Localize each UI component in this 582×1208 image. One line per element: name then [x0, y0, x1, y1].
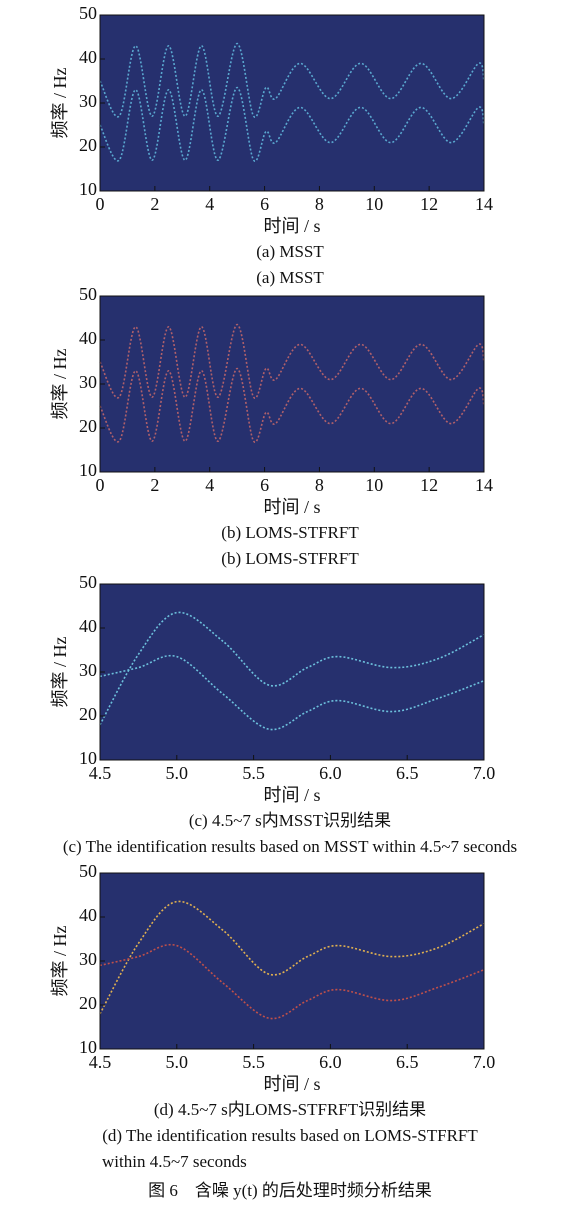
caption: (b) LOMS-STFRFT [221, 549, 359, 568]
x-tick-label: 5.5 [242, 763, 265, 783]
y-tick-label: 50 [79, 861, 97, 881]
caption: (a) MSST [256, 242, 324, 261]
x-tick-label: 2 [150, 194, 159, 214]
x-tick-label: 6 [260, 194, 269, 214]
x-tick-label: 5.0 [166, 1052, 189, 1072]
x-tick-label: 8 [315, 194, 324, 214]
x-tick-label: 6 [260, 475, 269, 495]
y-axis-label: 频率 / Hz [50, 68, 70, 139]
x-tick-label: 14 [475, 194, 493, 214]
x-tick-label: 8 [315, 475, 324, 495]
y-tick-label: 10 [79, 179, 97, 199]
plot-area [100, 296, 484, 472]
x-tick-label: 10 [365, 475, 383, 495]
y-axis-label: 频率 / Hz [50, 637, 70, 708]
y-tick-label: 30 [79, 660, 97, 680]
x-tick-label: 6.5 [396, 1052, 419, 1072]
x-tick-label: 10 [365, 194, 383, 214]
x-tick-label: 6.0 [319, 1052, 342, 1072]
ridge-line [99, 42, 485, 118]
y-tick-label: 30 [79, 949, 97, 969]
x-tick-label: 5.5 [242, 1052, 265, 1072]
x-tick-label: 7.0 [473, 763, 496, 783]
ridge-line [99, 900, 485, 1015]
plot-area [100, 584, 484, 760]
x-tick-label: 12 [420, 194, 438, 214]
x-tick-label: 14 [475, 475, 493, 495]
x-axis-label: 时间 / s [263, 1074, 320, 1094]
x-axis-label: 时间 / s [263, 497, 320, 517]
x-tick-label: 5.0 [166, 763, 189, 783]
ridge-line [99, 367, 485, 443]
y-tick-label: 50 [79, 284, 97, 304]
caption: (a) MSST [256, 268, 324, 287]
y-tick-label: 40 [79, 47, 97, 67]
y-tick-label: 30 [79, 372, 97, 392]
y-tick-label: 50 [79, 3, 97, 23]
y-tick-label: 20 [79, 993, 97, 1013]
x-tick-label: 4.5 [89, 763, 112, 783]
ridge-line [99, 323, 485, 399]
caption: (c) The identification results based on … [63, 837, 517, 856]
x-tick-label: 12 [420, 475, 438, 495]
y-axis-label: 频率 / Hz [50, 926, 70, 997]
ridge-line [99, 611, 485, 726]
x-tick-label: 4 [205, 194, 214, 214]
y-tick-label: 10 [79, 748, 97, 768]
y-tick-label: 20 [79, 416, 97, 436]
y-tick-label: 40 [79, 905, 97, 925]
ridge-line [99, 943, 485, 1020]
caption: (c) 4.5~7 s内MSST识别结果 [189, 811, 391, 830]
x-tick-label: 6.5 [396, 763, 419, 783]
caption: (d) The identification results based on … [102, 1126, 478, 1145]
caption: (d) 4.5~7 s内LOMS-STFRFT识别结果 [154, 1100, 426, 1119]
ridge-line [99, 86, 485, 162]
y-tick-label: 30 [79, 91, 97, 111]
y-tick-label: 20 [79, 135, 97, 155]
x-tick-label: 2 [150, 475, 159, 495]
x-axis-label: 时间 / s [263, 216, 320, 236]
ridge-line [99, 654, 485, 731]
x-tick-label: 7.0 [473, 1052, 496, 1072]
x-tick-label: 0 [96, 475, 105, 495]
caption: (b) LOMS-STFRFT [221, 523, 359, 542]
y-axis-label: 频率 / Hz [50, 349, 70, 420]
x-tick-label: 0 [96, 194, 105, 214]
x-tick-label: 4 [205, 475, 214, 495]
y-tick-label: 40 [79, 328, 97, 348]
y-tick-label: 40 [79, 616, 97, 636]
x-tick-label: 4.5 [89, 1052, 112, 1072]
y-tick-label: 10 [79, 1037, 97, 1057]
caption: within 4.5~7 seconds [102, 1152, 247, 1171]
y-tick-label: 50 [79, 572, 97, 592]
plot-area [100, 873, 484, 1049]
x-axis-label: 时间 / s [263, 785, 320, 805]
x-tick-label: 6.0 [319, 763, 342, 783]
plot-area [100, 15, 484, 191]
figure-caption: 图 6 含噪 y(t) 的后处理时频分析结果 [148, 1181, 432, 1200]
y-tick-label: 10 [79, 460, 97, 480]
y-tick-label: 20 [79, 704, 97, 724]
